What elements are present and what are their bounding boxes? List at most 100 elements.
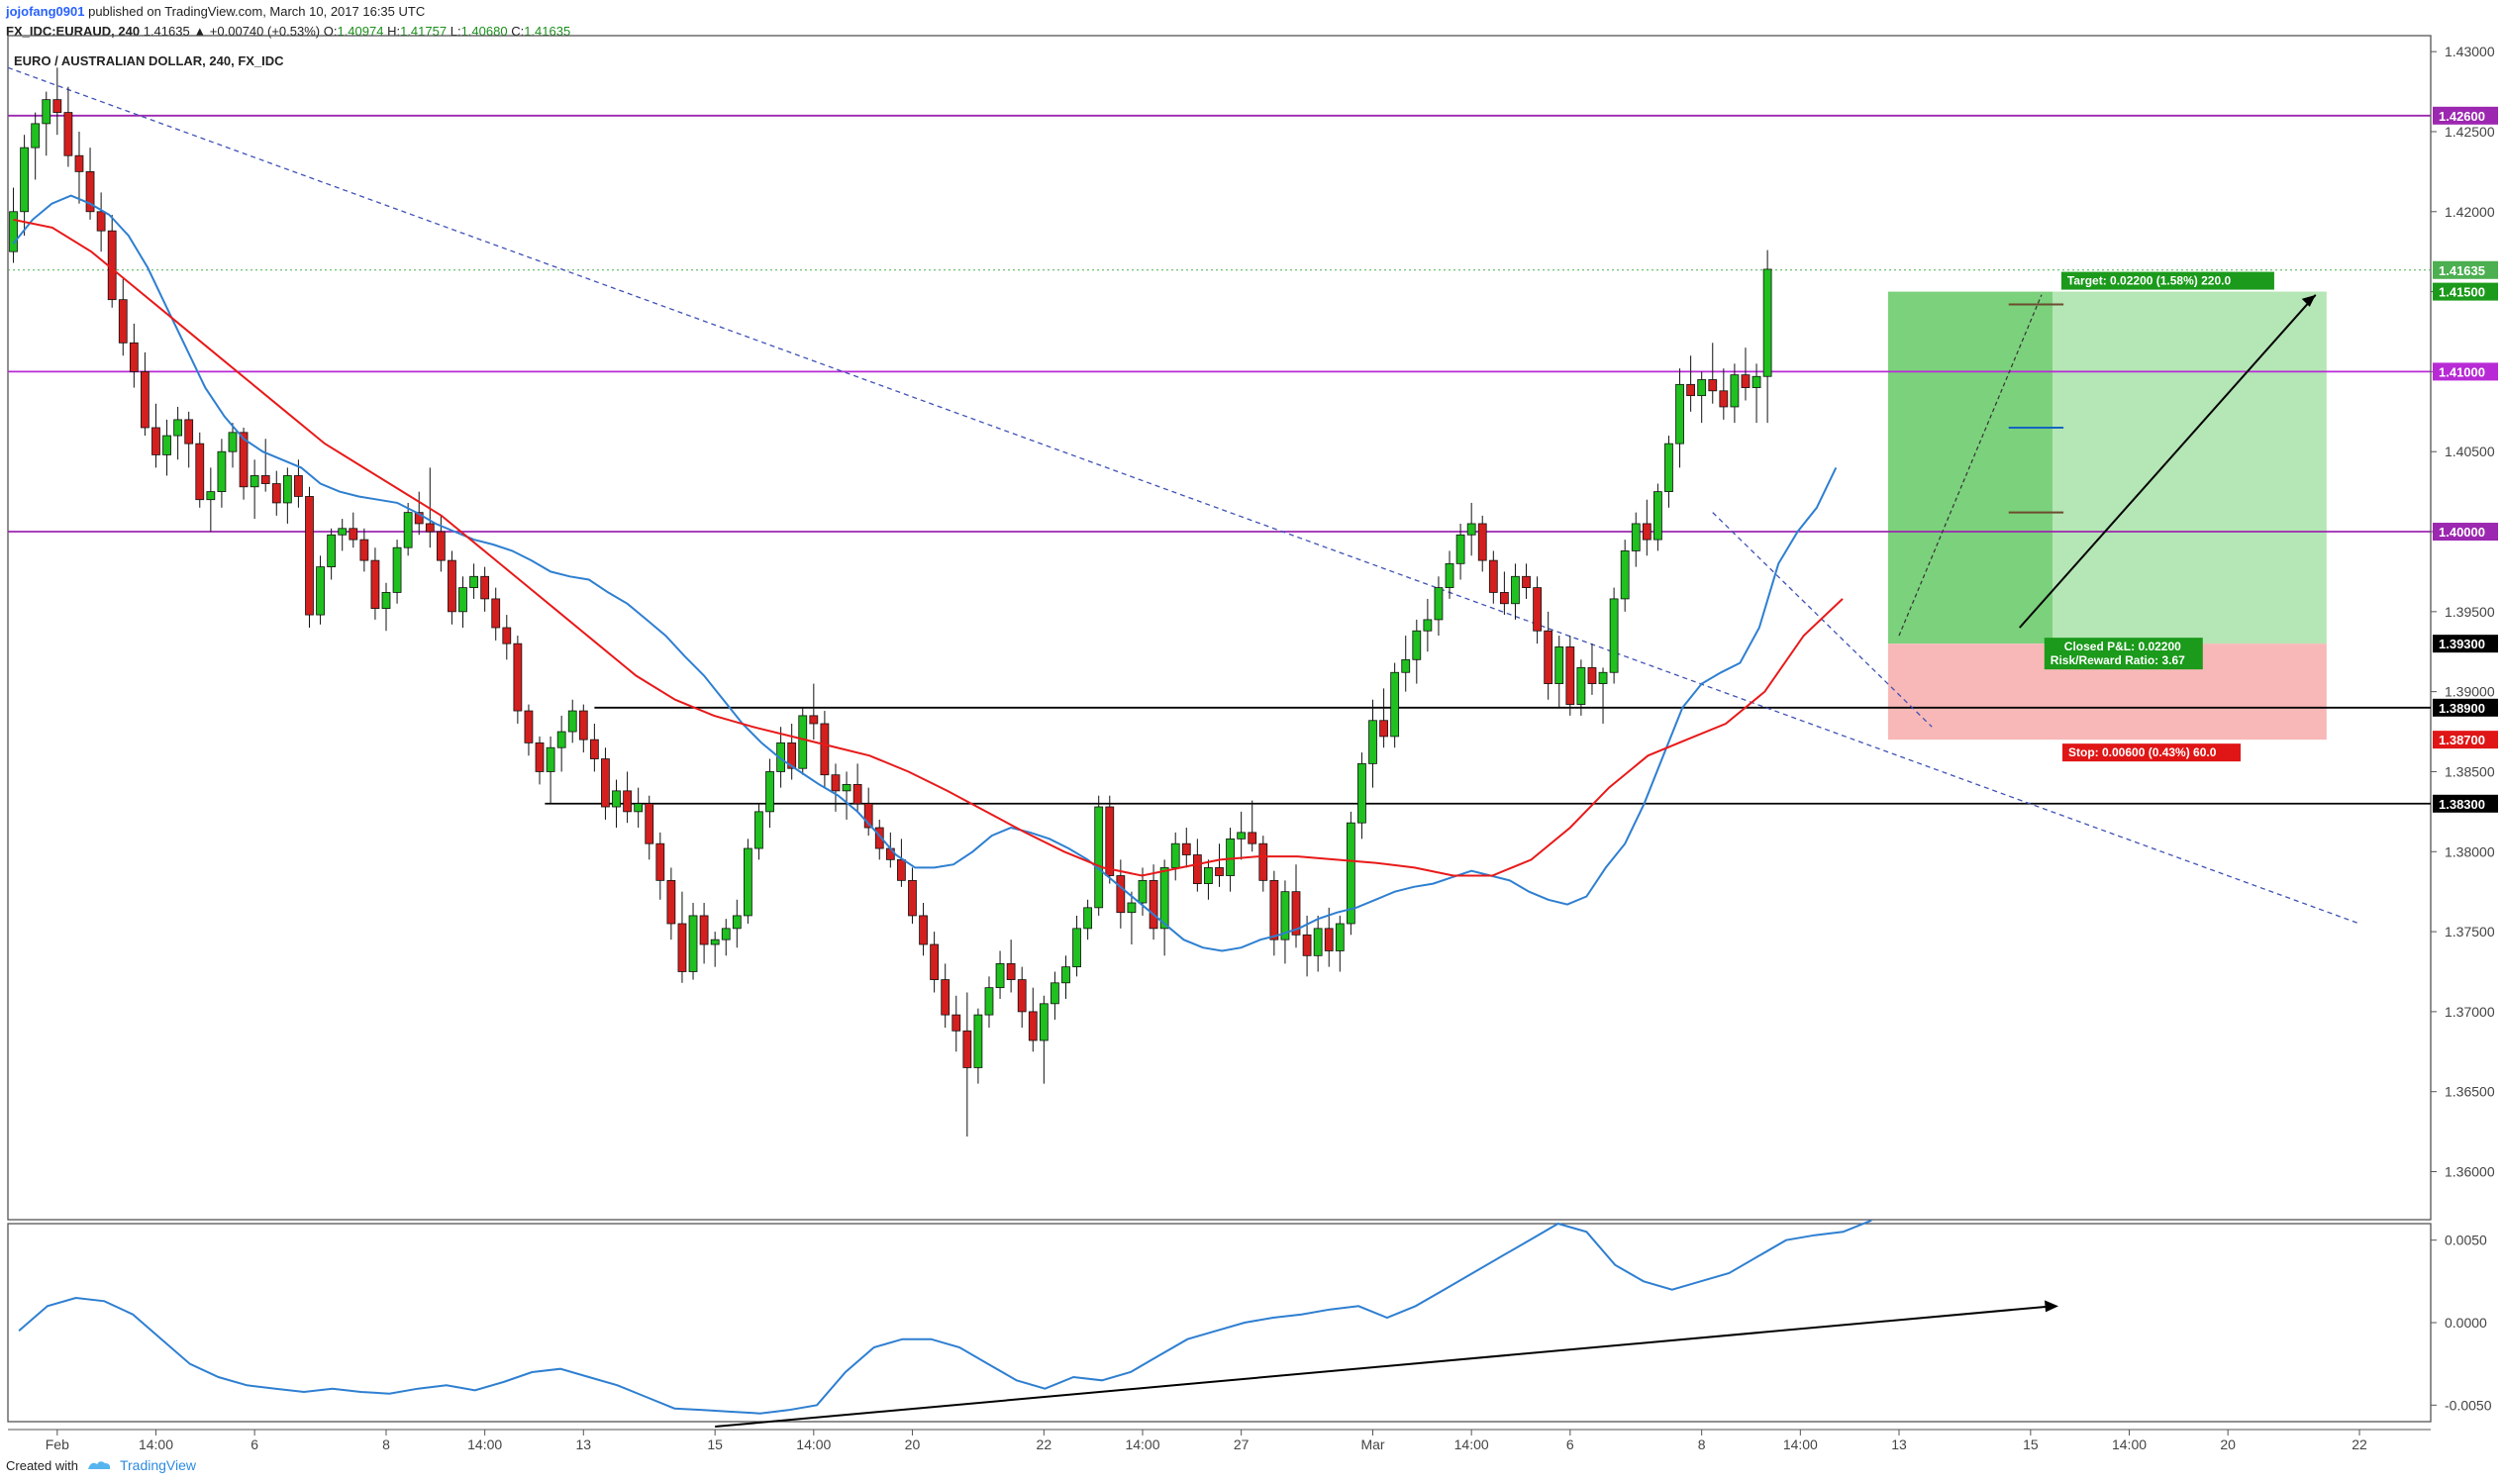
candle-down [1017,979,1027,1013]
candle-down [1488,559,1498,593]
tradingview-brand[interactable]: TradingView [119,1457,197,1473]
candle-up [1335,923,1345,951]
target-arrow-head [2301,294,2316,307]
time-tick-label: 6 [250,1436,258,1452]
symbol-label: FX_IDC:EURAUD, 240 [6,24,141,39]
candle-down [74,154,84,172]
price-tag [2433,260,2498,279]
candle-up [634,803,644,813]
low-value: 1.40680 [460,24,508,39]
author-link[interactable]: jojofang0901 [6,4,85,19]
level-price-label: 1.42600 [2439,109,2485,124]
candlestick-series [9,67,1772,1137]
candle-up [1511,575,1520,605]
candle-up [173,419,183,437]
candle-down [294,475,303,497]
candle-up [338,528,348,536]
ema-slow-line [13,218,1844,877]
profit-zone [2052,291,2327,644]
candle-up [327,534,337,567]
candle-down [852,783,862,805]
position-zones [1887,291,2327,741]
candle-up [1466,523,1476,536]
rr-label: Risk/Reward Ratio: 3.67 [2051,653,2185,667]
candle-down [52,99,62,113]
downtrend-line [7,66,2360,925]
level-price-tag [2433,698,2498,717]
candle-up [1401,658,1411,673]
candle-up [1576,667,1586,705]
open-label: O: [323,24,338,39]
candle-up [458,587,467,613]
candle-down [1302,934,1312,956]
time-tick-label: 15 [2023,1436,2039,1452]
tradingview-logo-icon [87,1461,111,1469]
candle-down [578,710,588,741]
candle-up [1730,374,1740,408]
low-label: L: [450,24,461,39]
ohlc-line: FX_IDC:EURAUD, 240 1.41635 ▲ +0.00740 (+… [6,22,570,42]
time-tick-label: 8 [1698,1436,1706,1452]
candle-up [1159,867,1169,930]
published-text: published on TradingView.com, March 10, … [88,4,426,19]
projection-path [1898,294,2043,637]
candle-up [1039,1003,1049,1041]
candle-up [710,939,720,945]
candle-up [567,710,577,733]
candle-down [436,531,446,561]
candle-down [919,915,928,945]
candle-up [776,742,785,772]
candle-down [535,742,545,772]
ema-fast-line [12,194,1838,952]
candle-down [623,790,632,813]
osc-tick-label: 0.0050 [2445,1233,2487,1248]
candle-up [798,715,808,769]
candle-down [962,1030,972,1068]
time-axis[interactable]: Feb 14:00 6 8 14:00 13 15 14:00 20 22 14:00 27 Mar 14… [46,1430,2367,1452]
candle-down [831,774,841,792]
high-label: H: [387,24,401,39]
candle-down [96,211,106,232]
candle-down [502,627,512,644]
candle-down [787,742,797,769]
candle-down [1499,592,1509,605]
candle-up [1280,891,1290,940]
candle-up [469,575,478,588]
candle-up [1237,832,1247,840]
candle-up [1072,928,1081,968]
candle-down [1587,667,1597,684]
candle-down [260,475,270,484]
level-price-tag [2433,794,2498,813]
candle-down [63,112,73,156]
candle-down [195,443,205,501]
candle-up [1598,671,1608,684]
candle-up [732,915,742,930]
candle-down [666,879,676,925]
candle-up [1434,587,1444,621]
change-value: 1.41635 ▲ +0.00740 (+0.53%) [143,24,321,39]
time-tick-label: 6 [1566,1436,1574,1452]
candle-up [1455,534,1465,564]
price-axis[interactable]: 1.36000 1.36500 1.37000 1.37500 1.38000 1.385… [2431,44,2498,1180]
candle-up [842,783,851,792]
price-tick-label: 1.38000 [2445,843,2495,859]
candle-down [930,943,940,980]
time-tick-label: 14:00 [1783,1436,1818,1452]
time-tick-label: 8 [382,1436,390,1452]
created-with-text: Created with [6,1457,78,1473]
candle-up [217,450,227,493]
time-tick-label: 20 [2220,1436,2236,1452]
candle-down [1642,523,1652,541]
trend-lines [7,66,2360,925]
time-tick-label: 13 [1891,1436,1907,1452]
candle-up [1412,630,1422,660]
candle-down [1006,963,1016,980]
candle-up [1675,383,1684,445]
candle-down [601,758,610,808]
candle-down [1269,879,1279,940]
candle-down [349,528,358,541]
price-tag-label: 1.41635 [2439,263,2485,278]
candle-down [1522,575,1531,588]
candle-up [1653,491,1662,541]
